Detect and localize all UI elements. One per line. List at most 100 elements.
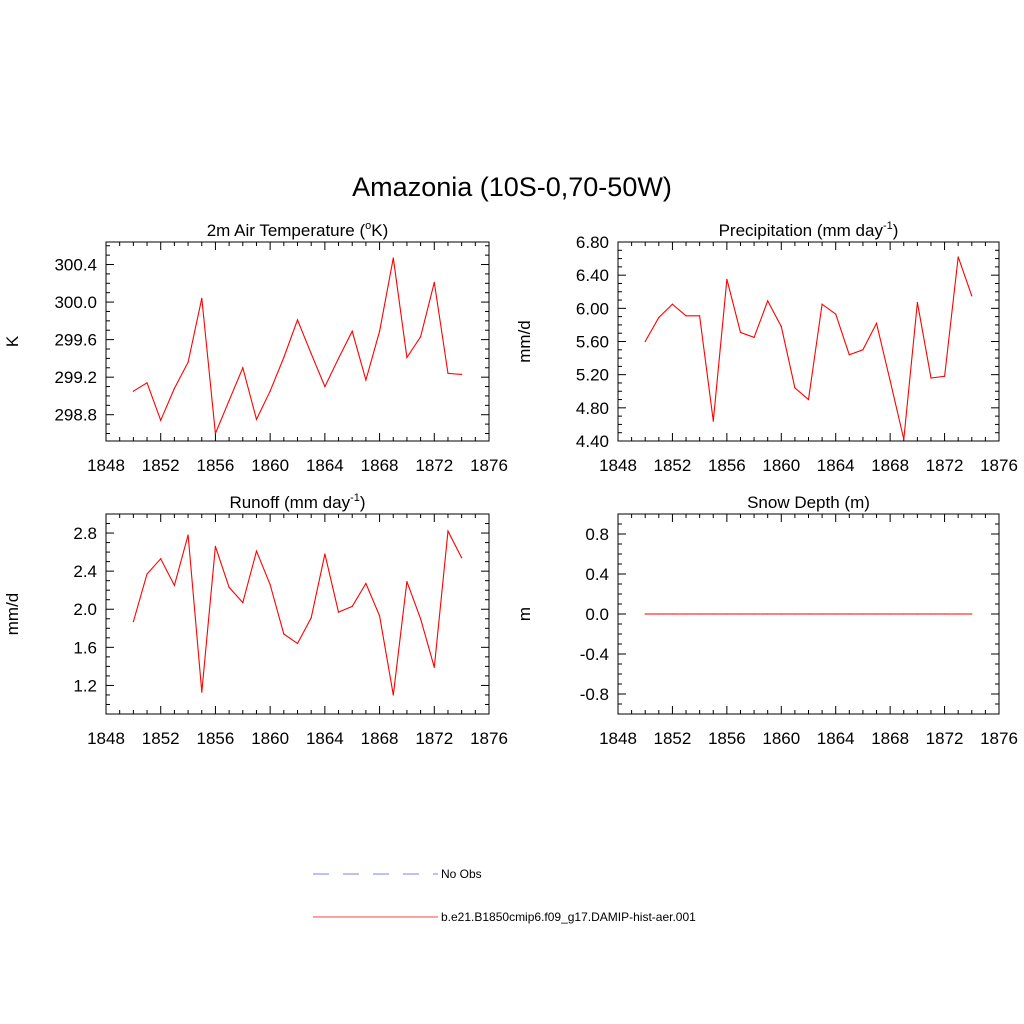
data-point bbox=[173, 584, 175, 587]
data-point bbox=[461, 373, 463, 375]
x-tick-label: 1860 bbox=[762, 456, 800, 475]
data-point bbox=[365, 379, 367, 381]
panel-title-main: Runoff (mm day bbox=[229, 493, 350, 512]
data-point bbox=[780, 325, 782, 328]
data-point bbox=[644, 340, 646, 343]
x-tick-label: 1848 bbox=[87, 456, 125, 475]
data-point bbox=[406, 356, 408, 359]
x-tick-label: 1856 bbox=[708, 729, 746, 748]
y-tick-label: 2.8 bbox=[73, 524, 97, 543]
data-point bbox=[187, 361, 189, 363]
data-point bbox=[283, 633, 285, 635]
data-point bbox=[269, 390, 271, 392]
data-point bbox=[173, 387, 175, 390]
y-tick-label: 2.4 bbox=[73, 562, 97, 581]
data-point bbox=[461, 557, 463, 559]
y-axis-label: mm/d bbox=[515, 320, 534, 363]
panel-title: Precipitation (mm day-1) bbox=[719, 220, 899, 240]
data-point bbox=[337, 611, 340, 613]
data-point bbox=[296, 319, 299, 321]
data-point bbox=[685, 613, 687, 615]
data-point bbox=[324, 385, 326, 388]
y-tick-label: 0.4 bbox=[585, 565, 609, 584]
y-tick-label: 300.4 bbox=[54, 256, 97, 275]
x-tick-label: 1852 bbox=[654, 456, 692, 475]
x-tick-label: 1872 bbox=[926, 729, 964, 748]
x-tick-label: 1872 bbox=[926, 456, 964, 475]
y-tick-label: 300.0 bbox=[54, 293, 97, 312]
data-point bbox=[903, 613, 905, 615]
x-tick-label: 1868 bbox=[871, 729, 909, 748]
y-tick-label: 5.60 bbox=[576, 333, 609, 352]
data-point bbox=[146, 573, 148, 575]
data-point bbox=[794, 613, 796, 615]
x-tick-label: 1848 bbox=[87, 729, 125, 748]
x-tick-label: 1856 bbox=[197, 729, 235, 748]
y-tick-label: 298.8 bbox=[54, 406, 97, 425]
x-tick-label: 1876 bbox=[980, 456, 1018, 475]
y-tick-label: 0.0 bbox=[585, 605, 609, 624]
data-point bbox=[658, 316, 660, 319]
data-point bbox=[971, 613, 973, 615]
series-line bbox=[644, 256, 973, 440]
data-point bbox=[957, 256, 959, 258]
y-tick-label: 0.8 bbox=[585, 525, 609, 544]
data-point bbox=[671, 303, 674, 305]
panel-precipitation: Precipitation (mm day-1) mm/d 1848 1852 1856… bbox=[515, 220, 1018, 475]
data-point bbox=[739, 613, 742, 615]
data-point bbox=[420, 336, 422, 338]
data-point bbox=[875, 322, 878, 324]
data-point bbox=[780, 613, 782, 615]
data-point bbox=[296, 642, 299, 645]
y-tick-label: 6.80 bbox=[576, 233, 609, 252]
data-point bbox=[658, 613, 660, 615]
y-axis-label: K bbox=[3, 335, 22, 347]
plot-frame bbox=[617, 241, 1000, 442]
data-point bbox=[712, 613, 714, 615]
data-point bbox=[214, 545, 217, 547]
data-point bbox=[324, 553, 326, 555]
data-point bbox=[351, 605, 353, 607]
y-tick-label: 6.00 bbox=[576, 299, 609, 318]
data-point bbox=[685, 315, 687, 317]
panel-title: 2m Air Temperature (oK) bbox=[207, 220, 389, 240]
data-point bbox=[699, 613, 701, 615]
data-point bbox=[848, 354, 850, 356]
y-axis-label: mm/d bbox=[3, 593, 22, 636]
data-point bbox=[255, 550, 258, 552]
data-point bbox=[433, 666, 435, 668]
x-tick-label: 1856 bbox=[708, 456, 746, 475]
data-point bbox=[228, 586, 230, 588]
panel-title-main: 2m Air Temperature ( bbox=[207, 221, 366, 240]
data-point bbox=[255, 418, 258, 421]
data-point bbox=[821, 303, 823, 305]
data-point bbox=[807, 398, 810, 401]
x-tick-label: 1876 bbox=[980, 729, 1018, 748]
panel-title-tail: K) bbox=[371, 221, 388, 240]
data-point bbox=[146, 382, 148, 384]
data-point bbox=[365, 582, 367, 585]
x-tick-label: 1856 bbox=[197, 456, 235, 475]
data-point bbox=[242, 367, 244, 369]
data-point bbox=[726, 278, 728, 280]
data-point bbox=[943, 375, 946, 377]
data-point bbox=[767, 613, 769, 615]
data-point bbox=[739, 331, 742, 333]
data-point bbox=[187, 534, 189, 536]
data-point bbox=[862, 349, 864, 351]
data-point bbox=[310, 353, 312, 355]
data-point bbox=[957, 613, 959, 615]
plot-frame bbox=[105, 513, 490, 715]
panel-title-main: Snow Depth (m) bbox=[747, 493, 870, 512]
data-point bbox=[930, 613, 932, 615]
data-point bbox=[392, 694, 394, 696]
x-tick-label: 1872 bbox=[415, 456, 453, 475]
panel-runoff: Runoff (mm day-1) mm/d 1848 1852 1856 1860 186… bbox=[3, 492, 508, 748]
y-tick-label: -0.8 bbox=[580, 685, 609, 704]
data-point bbox=[201, 691, 203, 693]
legend-label-no-obs: No Obs bbox=[441, 867, 482, 881]
data-point bbox=[889, 613, 891, 615]
data-point bbox=[794, 387, 796, 389]
main-title: Amazonia (10S-0,70-50W) bbox=[352, 172, 672, 202]
panel-title: Runoff (mm day-1) bbox=[229, 492, 365, 512]
